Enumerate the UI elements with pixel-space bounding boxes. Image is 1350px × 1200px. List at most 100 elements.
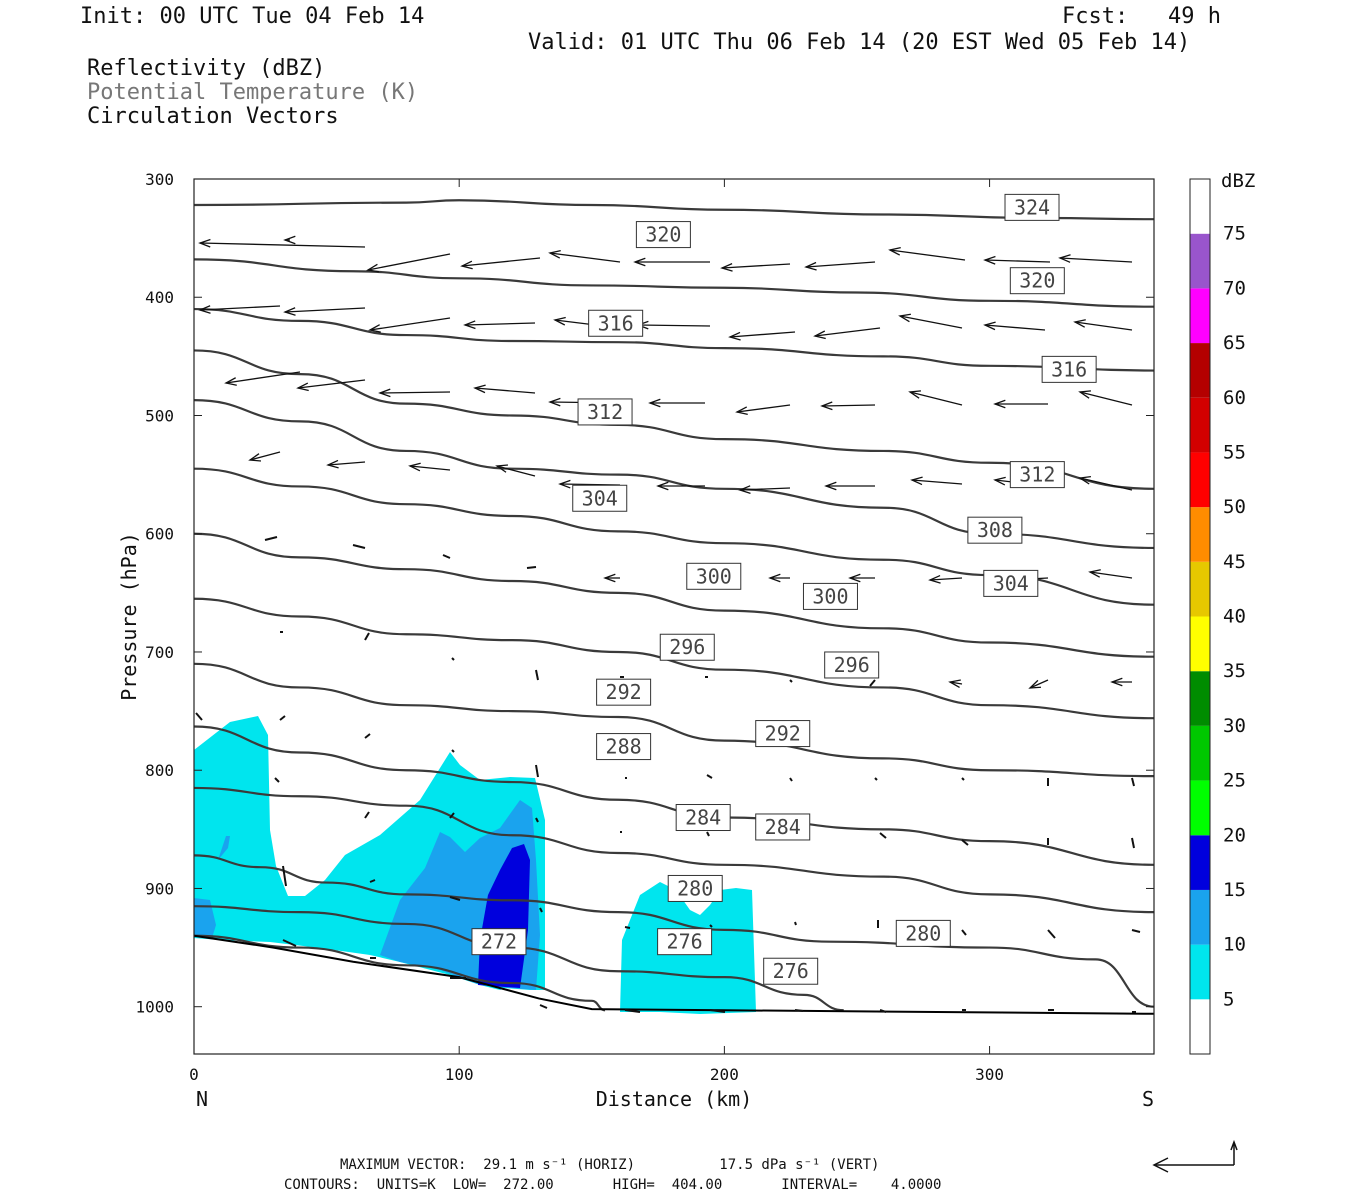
wind-arrow bbox=[768, 573, 790, 583]
wind-arrow bbox=[993, 399, 1048, 409]
contour-label: 272 bbox=[471, 928, 527, 956]
wind-arrow bbox=[366, 253, 451, 273]
contour-label: 288 bbox=[596, 733, 652, 761]
colorbar-level-label: 65 bbox=[1223, 332, 1246, 354]
wind-arrow bbox=[983, 255, 1051, 265]
theta-contour-316 bbox=[193, 307, 1155, 372]
colorbar-level-label: 25 bbox=[1223, 770, 1246, 792]
contour-label: 308 bbox=[967, 516, 1023, 544]
contour-label-text: 292 bbox=[606, 680, 642, 704]
colorbar-level-label: 15 bbox=[1223, 879, 1246, 901]
reflectivity-region bbox=[194, 898, 216, 938]
colorbar-level-label: 50 bbox=[1223, 496, 1246, 518]
contour-label-text: 324 bbox=[1014, 195, 1050, 219]
contour-label-box bbox=[596, 678, 652, 706]
colorbar-level-label: 70 bbox=[1223, 277, 1246, 299]
contour-label-text: 296 bbox=[834, 653, 870, 677]
wind-arrow bbox=[961, 777, 965, 781]
y-tick-label: 700 bbox=[145, 643, 174, 662]
wind-arrow bbox=[378, 388, 451, 398]
wind-arrow bbox=[352, 544, 366, 549]
theta-contour-320 bbox=[193, 258, 1155, 308]
contour-label: 312 bbox=[577, 398, 633, 426]
contour-label: 312 bbox=[1009, 461, 1065, 489]
x-tick-label: 300 bbox=[975, 1065, 1004, 1084]
contour-label: 276 bbox=[763, 957, 819, 985]
wind-arrow bbox=[463, 320, 536, 330]
valid-time: Valid: 01 UTC Thu 06 Feb 14 (20 EST Wed … bbox=[528, 30, 1191, 55]
contour-label: 324 bbox=[1004, 193, 1060, 221]
colorbar-frame bbox=[1189, 178, 1211, 1055]
wind-arrow bbox=[274, 777, 280, 783]
contour-label-box bbox=[983, 569, 1039, 597]
contour-label-box bbox=[895, 919, 951, 947]
wind-arrow bbox=[820, 401, 876, 411]
theta-contour-308 bbox=[193, 399, 1155, 550]
wind-arrow bbox=[526, 566, 537, 569]
wind-arrow bbox=[709, 1009, 726, 1013]
colorbar: 5 10 15 20 25 30 35 40 45 50 55 60 65 70 75 dBZ bbox=[1189, 170, 1255, 1055]
contour-label-text: 276 bbox=[667, 930, 703, 954]
plot-frame bbox=[193, 178, 1155, 1055]
footer-max-vector: MAXIMUM VECTOR: 29.1 m s⁻¹ (HORIZ) 17.5 … bbox=[340, 1157, 880, 1173]
wind-arrow bbox=[848, 573, 875, 583]
contour-label-text: 320 bbox=[645, 223, 681, 247]
colorbar-swatch bbox=[1190, 233, 1210, 289]
wind-arrow bbox=[888, 246, 966, 261]
contour-label-text: 284 bbox=[765, 815, 801, 839]
colorbar-level-label: 10 bbox=[1223, 934, 1246, 956]
wind-arrow bbox=[368, 317, 451, 333]
wind-arrow bbox=[961, 839, 969, 846]
wind-arrow bbox=[869, 679, 876, 687]
wind-arrow bbox=[1088, 569, 1133, 579]
y-tick-label: 1000 bbox=[135, 998, 174, 1017]
contour-label-box bbox=[659, 633, 715, 661]
colorbar-swatch bbox=[1190, 725, 1210, 781]
contour-label-text: 304 bbox=[993, 571, 1029, 595]
x-tick-label: 100 bbox=[445, 1065, 474, 1084]
colorbar-level-label: 75 bbox=[1223, 223, 1246, 245]
colorbar-swatch bbox=[1190, 780, 1210, 836]
x-axis-title: Distance (km) bbox=[596, 1087, 753, 1111]
contour-label: 316 bbox=[588, 309, 644, 337]
contour-label-box bbox=[635, 221, 691, 249]
wind-arrow bbox=[1073, 319, 1133, 331]
wind-arrow bbox=[898, 313, 963, 329]
wind-arrow bbox=[706, 831, 710, 837]
contour-label: 280 bbox=[895, 919, 951, 947]
wind-arrow bbox=[364, 811, 370, 819]
wind-arrow bbox=[789, 777, 793, 782]
wind-arrow bbox=[539, 1004, 548, 1009]
wind-arrow bbox=[648, 398, 705, 408]
contour-label-text: 304 bbox=[582, 486, 618, 510]
wind-arrow bbox=[738, 485, 791, 494]
wind-arrow bbox=[961, 929, 967, 936]
y-tick-label: 900 bbox=[145, 879, 174, 898]
contour-label-box bbox=[755, 813, 811, 841]
contour-label: 292 bbox=[596, 678, 652, 706]
wind-arrow bbox=[789, 679, 793, 683]
wind-arrow bbox=[282, 865, 287, 887]
colorbar-swatch bbox=[1190, 889, 1210, 945]
wind-arrow bbox=[709, 924, 713, 928]
colorbar-level-label: 30 bbox=[1223, 715, 1246, 737]
wind-arrow bbox=[369, 879, 376, 883]
wind-arrow bbox=[983, 321, 1046, 331]
wind-arrow bbox=[442, 554, 451, 559]
wind-arrow bbox=[794, 1009, 804, 1012]
contour-label-text: 312 bbox=[587, 400, 623, 424]
colorbar-swatch bbox=[1190, 835, 1210, 890]
field-title-reflectivity: Reflectivity (dBZ) bbox=[87, 56, 326, 81]
wind-arrow bbox=[879, 832, 887, 839]
wind-arrow bbox=[473, 384, 536, 394]
wind-arrow bbox=[364, 733, 371, 739]
y-tick-label: 800 bbox=[145, 761, 174, 780]
wind-arrow bbox=[460, 257, 541, 270]
wind-arrow bbox=[495, 464, 536, 477]
wind-arrow bbox=[548, 249, 621, 263]
forecast-hour: Fcst: 49 h bbox=[1062, 4, 1221, 29]
wind-arrow bbox=[633, 257, 710, 267]
contour-label-text: 312 bbox=[1019, 463, 1055, 487]
wind-arrow bbox=[364, 632, 370, 641]
